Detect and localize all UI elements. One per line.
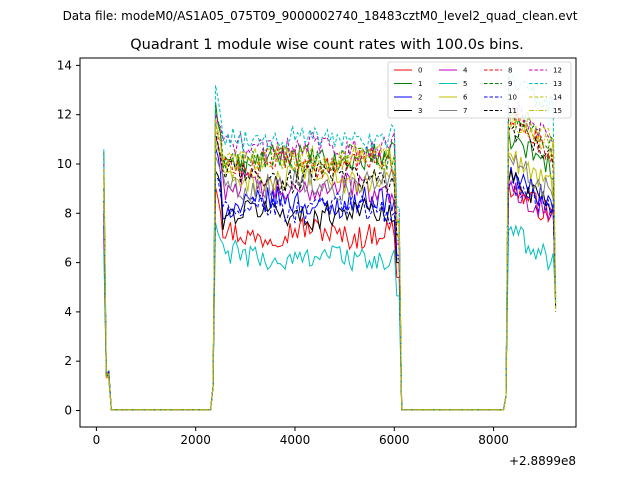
x-tick-label: 8000 [478,433,509,447]
series-line-15 [103,116,557,411]
plot-frame [79,57,577,428]
legend-label-15: 15 [553,107,562,115]
legend-box [387,61,572,119]
legend-label-5: 5 [463,80,467,88]
plot-area [80,58,576,427]
y-tick-label: 6 [64,256,72,270]
legend-label-0: 0 [418,67,422,75]
legend-label-14: 14 [553,94,562,102]
legend-label-3: 3 [418,107,422,115]
suptitle: Data file: modeM0/AS1A05_075T09_90000027… [63,9,578,23]
legend-label-11: 11 [508,107,517,115]
legend-label-2: 2 [418,94,422,102]
series-line-13 [103,72,557,411]
y-tick-label: 10 [57,157,72,171]
legend-label-9: 9 [508,80,512,88]
x-offset-label: +2.8899e8 [509,454,576,468]
x-tick-label: 4000 [280,433,311,447]
x-tick-label: 2000 [180,433,211,447]
x-tick-label: 6000 [379,433,410,447]
legend-label-8: 8 [508,67,512,75]
y-tick-label: 4 [64,305,72,319]
chart-title: Quadrant 1 module wise count rates with … [130,37,524,53]
series-layer [103,72,557,411]
y-tick-label: 12 [57,108,72,122]
y-tick-label: 2 [64,354,72,368]
x-tick-label: 0 [93,433,101,447]
x-axis: 0 2000 4000 6000 8000 [93,427,509,447]
legend-label-7: 7 [463,107,467,115]
y-tick-label: 14 [57,58,72,72]
legend-label-12: 12 [553,67,562,75]
legend-label-10: 10 [508,94,517,102]
legend-label-1: 1 [418,80,422,88]
y-tick-label: 0 [64,403,72,417]
legend-label-4: 4 [463,67,468,75]
legend-label-6: 6 [463,94,468,102]
y-tick-label: 8 [64,206,72,220]
y-axis: 0 2 4 6 8 10 12 14 [57,58,80,417]
legend-label-13: 13 [553,80,562,88]
